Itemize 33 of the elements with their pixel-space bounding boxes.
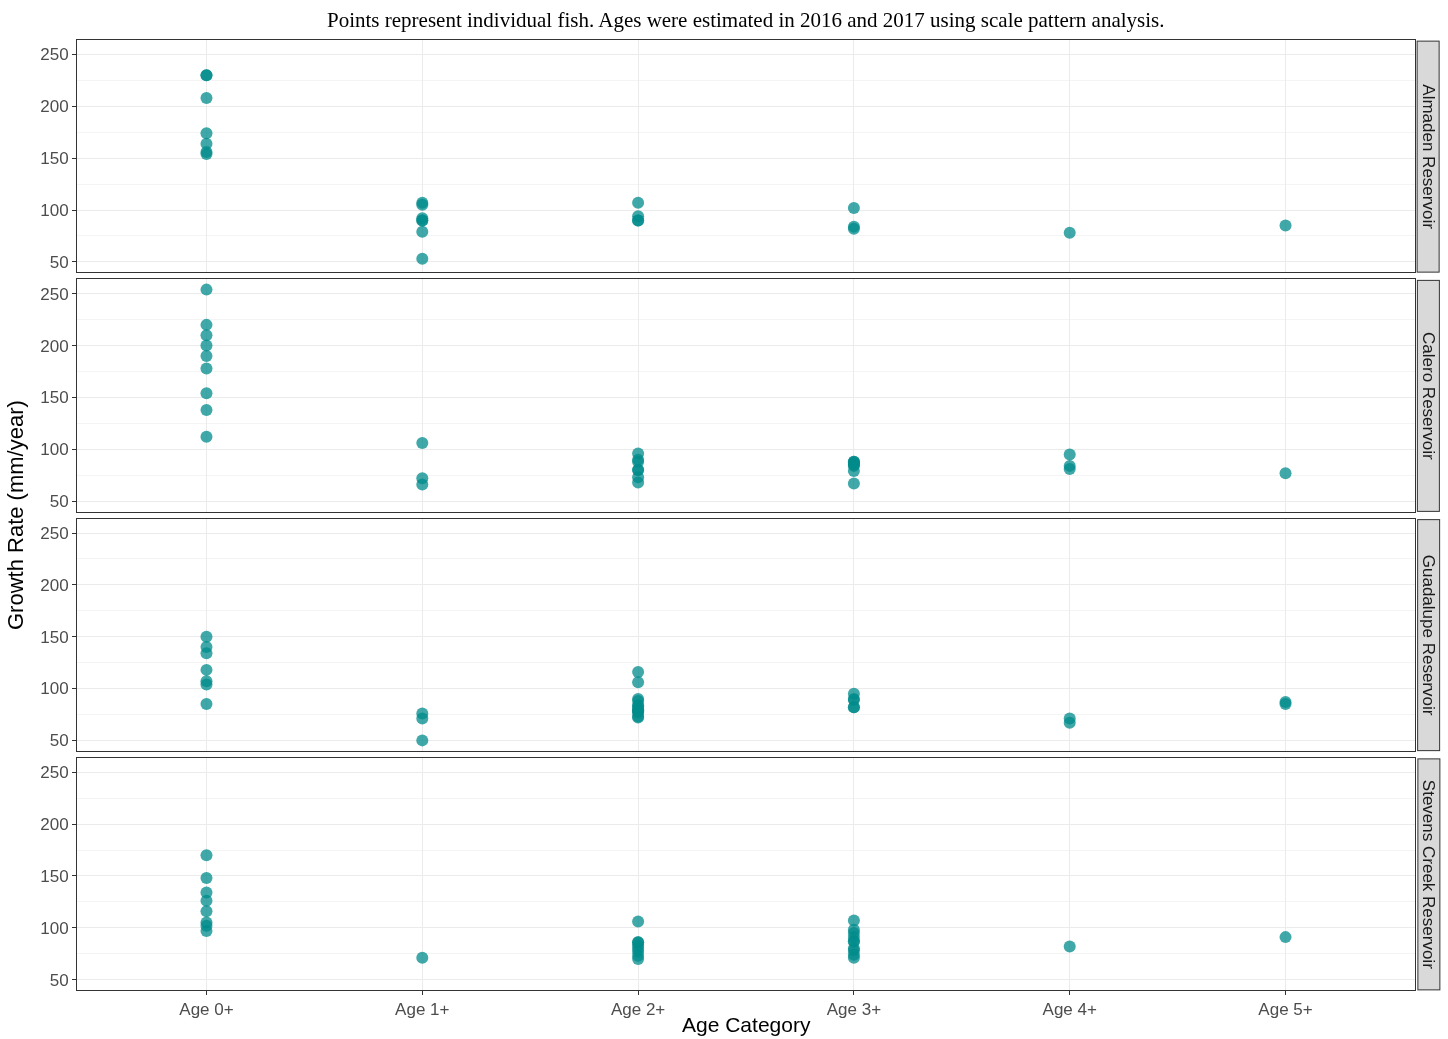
y-tick-label: 150: [40, 866, 69, 886]
x-tick-label: Age 0+: [179, 1000, 234, 1020]
x-tick-label: Age 2+: [610, 1000, 666, 1020]
y-tick-label: 250: [40, 284, 69, 304]
y-tick-label: 200: [40, 575, 69, 595]
y-tick-label: 50: [49, 492, 69, 512]
x-tick-label: Age 1+: [395, 1000, 450, 1020]
text: Stevens Creek Reservoir: [1419, 779, 1439, 970]
text: Almaden Reservoir: [1418, 84, 1438, 230]
y-tick-label: 150: [40, 149, 69, 169]
y-axis-title: Growth Rate (mm/year): [3, 400, 28, 630]
y-tick-label: 250: [40, 763, 69, 783]
y-tick-label: 200: [40, 336, 69, 356]
x-tick-label: Age 3+: [826, 1000, 882, 1020]
y-tick-label: 250: [40, 523, 69, 543]
y-tick-label: 250: [40, 45, 69, 65]
text: Points represent individual fish. Ages were estimated in 2016 and 2017 using scale pattern analysis.: [327, 8, 1165, 32]
y-tick-label: 150: [40, 388, 69, 408]
y-tick-label: 50: [49, 970, 69, 990]
text: Calero Reservoir: [1418, 332, 1438, 460]
y-tick-label: 100: [40, 440, 69, 460]
y-tick-label: 200: [40, 97, 69, 117]
x-tick-label: Age 4+: [1042, 1000, 1097, 1020]
x-axis-title: Age Category: [682, 1013, 811, 1036]
y-tick-label: 50: [49, 252, 69, 272]
text: Guadalupe Reservoir: [1419, 554, 1439, 716]
y-tick-label: 150: [40, 627, 69, 647]
y-tick-label: 100: [40, 200, 69, 220]
y-tick-label: 50: [49, 731, 69, 751]
x-tick-label: Age 5+: [1258, 1000, 1313, 1020]
y-tick-label: 100: [40, 679, 69, 699]
y-tick-label: 200: [40, 815, 69, 835]
y-tick-label: 100: [40, 918, 69, 938]
